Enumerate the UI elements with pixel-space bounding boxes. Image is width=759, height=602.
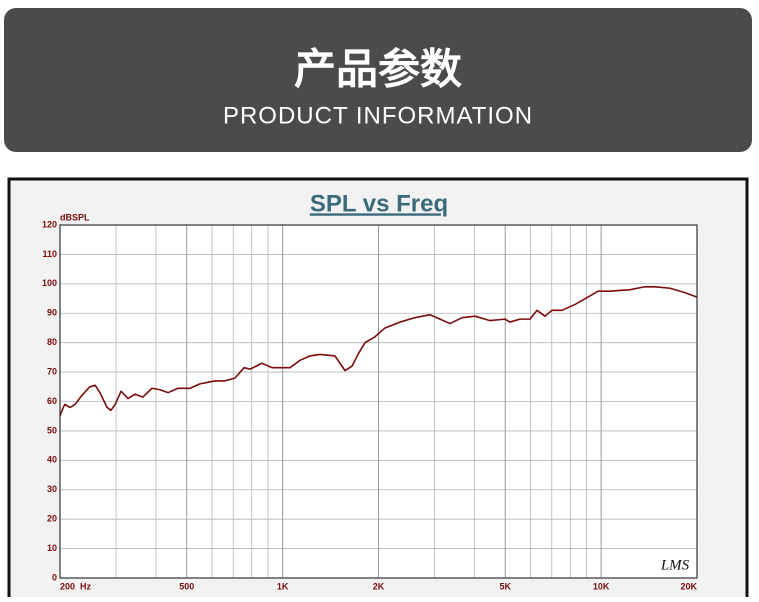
y-tick-label: 100 <box>42 278 57 288</box>
x-tick-label: 5K <box>499 581 511 591</box>
banner-title: 产品参数 <box>294 45 462 94</box>
banner-subtitle: PRODUCT INFORMATION <box>223 102 533 129</box>
banner <box>4 8 752 152</box>
y-axis-label: dBSPL <box>60 212 90 222</box>
y-tick-label: 90 <box>47 308 57 318</box>
watermark: LMS <box>660 557 690 573</box>
y-tick-label: 10 <box>47 543 57 553</box>
spl-line <box>59 285 698 417</box>
y-tick-label: 110 <box>42 249 57 259</box>
x-tick-label: 1K <box>277 581 289 591</box>
y-tick-label: 70 <box>47 366 57 376</box>
y-tick-label: 80 <box>47 337 57 347</box>
y-tick-label: 60 <box>47 396 57 406</box>
y-tick-label: 40 <box>47 455 57 465</box>
y-tick-label: 30 <box>47 484 57 494</box>
y-tick-label: 0 <box>52 572 57 582</box>
x-tick-label: 200 Hz <box>60 581 92 591</box>
x-tick-label: 2K <box>373 581 385 591</box>
plot-border <box>59 224 698 579</box>
x-tick-label: 500 <box>179 581 194 591</box>
x-tick-label: 20K <box>680 581 697 591</box>
chart-title: SPL vs Freq <box>310 190 448 217</box>
y-tick-label: 120 <box>42 219 57 229</box>
y-tick-label: 50 <box>47 425 57 435</box>
y-tick-label: 20 <box>47 514 57 524</box>
x-tick-label: 10K <box>593 581 610 591</box>
